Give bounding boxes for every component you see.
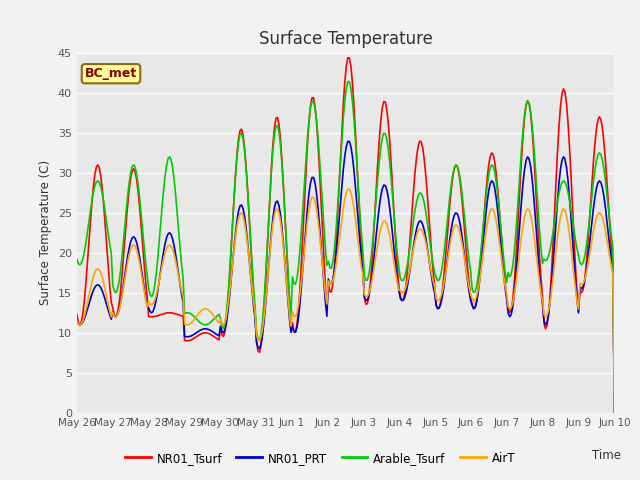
- Arable_Tsurf: [582, 246, 590, 252]
- NR01_PRT: [139, 275, 147, 281]
- NR01_Tsurf: [582, 265, 590, 271]
- NR01_PRT: [251, 315, 259, 321]
- Arable_Tsurf: [233, 154, 241, 159]
- Line: NR01_Tsurf: NR01_Tsurf: [77, 58, 614, 413]
- NR01_PRT: [582, 271, 590, 276]
- Arable_Tsurf: [139, 228, 147, 234]
- Arable_Tsurf: [344, 79, 352, 84]
- Arable_Tsurf: [73, 256, 81, 262]
- Y-axis label: Surface Temperature (C): Surface Temperature (C): [39, 160, 52, 305]
- NR01_Tsurf: [233, 151, 241, 156]
- AirT: [73, 318, 81, 324]
- NR01_Tsurf: [308, 95, 316, 101]
- AirT: [611, 410, 618, 416]
- NR01_PRT: [308, 175, 316, 180]
- AirT: [139, 279, 147, 285]
- NR01_Tsurf: [139, 242, 147, 248]
- Arable_Tsurf: [611, 410, 618, 416]
- AirT: [344, 186, 352, 192]
- NR01_PRT: [233, 217, 241, 223]
- AirT: [233, 223, 241, 229]
- NR01_PRT: [611, 410, 618, 416]
- AirT: [260, 314, 268, 320]
- NR01_PRT: [344, 139, 352, 144]
- Legend: NR01_Tsurf, NR01_PRT, Arable_Tsurf, AirT: NR01_Tsurf, NR01_PRT, Arable_Tsurf, AirT: [120, 447, 520, 469]
- AirT: [251, 309, 259, 314]
- Arable_Tsurf: [260, 299, 268, 305]
- Text: BC_met: BC_met: [85, 67, 137, 80]
- NR01_PRT: [260, 319, 268, 325]
- NR01_Tsurf: [344, 55, 352, 60]
- NR01_Tsurf: [611, 410, 618, 416]
- Arable_Tsurf: [251, 303, 259, 309]
- Arable_Tsurf: [308, 99, 316, 105]
- NR01_Tsurf: [73, 311, 81, 317]
- NR01_Tsurf: [251, 310, 259, 315]
- Line: Arable_Tsurf: Arable_Tsurf: [77, 82, 614, 413]
- Line: NR01_PRT: NR01_PRT: [77, 142, 614, 413]
- NR01_PRT: [73, 319, 81, 325]
- Title: Surface Temperature: Surface Temperature: [259, 30, 433, 48]
- NR01_Tsurf: [260, 307, 268, 313]
- Line: AirT: AirT: [77, 189, 614, 413]
- AirT: [308, 194, 316, 200]
- Text: Time: Time: [592, 449, 621, 462]
- AirT: [582, 272, 590, 277]
